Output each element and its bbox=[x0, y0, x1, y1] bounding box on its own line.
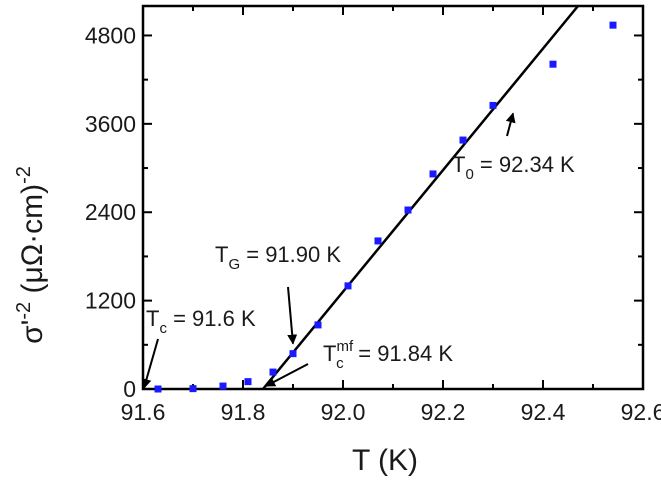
data-point bbox=[344, 282, 352, 290]
data-point bbox=[189, 385, 197, 393]
data-point bbox=[269, 368, 277, 376]
data-point bbox=[459, 136, 467, 144]
annotations: Tc = 91.6 K TG = 91.90 K Tmf c = 91.84 K T0 … bbox=[141, 112, 575, 389]
y-tick-label: 2400 bbox=[85, 199, 136, 225]
y-tick-label: 1200 bbox=[85, 288, 136, 314]
y-tick-label: 4800 bbox=[85, 22, 136, 48]
x-tick-label: 91.8 bbox=[221, 399, 266, 425]
annotation-arrow bbox=[505, 112, 516, 137]
plot-axes: 91.6 91.8 92.0 92.2 92.4 92.6 0 1200 2400 3600 480… bbox=[85, 4, 661, 425]
fit-line bbox=[262, 5, 579, 390]
x-tick-label: 92.2 bbox=[421, 399, 466, 425]
data-points bbox=[154, 21, 617, 393]
data-point bbox=[374, 237, 382, 245]
annotation-label: TG = 91.90 K bbox=[215, 242, 341, 273]
data-point bbox=[289, 350, 297, 358]
fit-line-group bbox=[262, 5, 579, 390]
data-point bbox=[244, 378, 252, 386]
data-point bbox=[219, 382, 227, 390]
annotation-label: T0 = 92.34 K bbox=[452, 152, 575, 183]
plot-frame bbox=[141, 4, 645, 391]
y-tick-label: 0 bbox=[123, 376, 136, 402]
y-tick-label: 3600 bbox=[85, 111, 136, 137]
annotation-arrow bbox=[287, 286, 298, 345]
annotation: Tc = 91.6 K bbox=[141, 306, 256, 389]
x-tick-label: 91.6 bbox=[121, 399, 166, 425]
x-axis-title: T (K) bbox=[352, 444, 418, 477]
data-point bbox=[429, 170, 437, 178]
data-point bbox=[154, 385, 162, 393]
svg-text:σ'-2 (μΩ·cm)-2: σ'-2 (μΩ·cm)-2 bbox=[13, 166, 49, 344]
annotation: T0 = 92.34 K bbox=[452, 112, 575, 183]
data-point bbox=[549, 60, 557, 68]
annotation-label: Tmf c = 91.84 K bbox=[323, 338, 453, 372]
annotation-arrow bbox=[265, 363, 309, 387]
x-tick-label: 92.6 bbox=[621, 399, 661, 425]
annotation-arrow bbox=[141, 338, 159, 389]
annotation: TG = 91.90 K bbox=[215, 242, 341, 345]
data-point bbox=[404, 206, 412, 214]
data-point bbox=[609, 21, 617, 29]
data-point bbox=[314, 321, 322, 329]
y-axis-title: σ'-2 (μΩ·cm)-2 bbox=[13, 166, 49, 344]
x-tick-label: 92.4 bbox=[521, 399, 566, 425]
x-tick-label: 92.0 bbox=[321, 399, 366, 425]
annotation-label: Tc = 91.6 K bbox=[146, 306, 256, 337]
data-point bbox=[489, 101, 497, 109]
annotation: Tmf c = 91.84 K bbox=[265, 338, 453, 387]
